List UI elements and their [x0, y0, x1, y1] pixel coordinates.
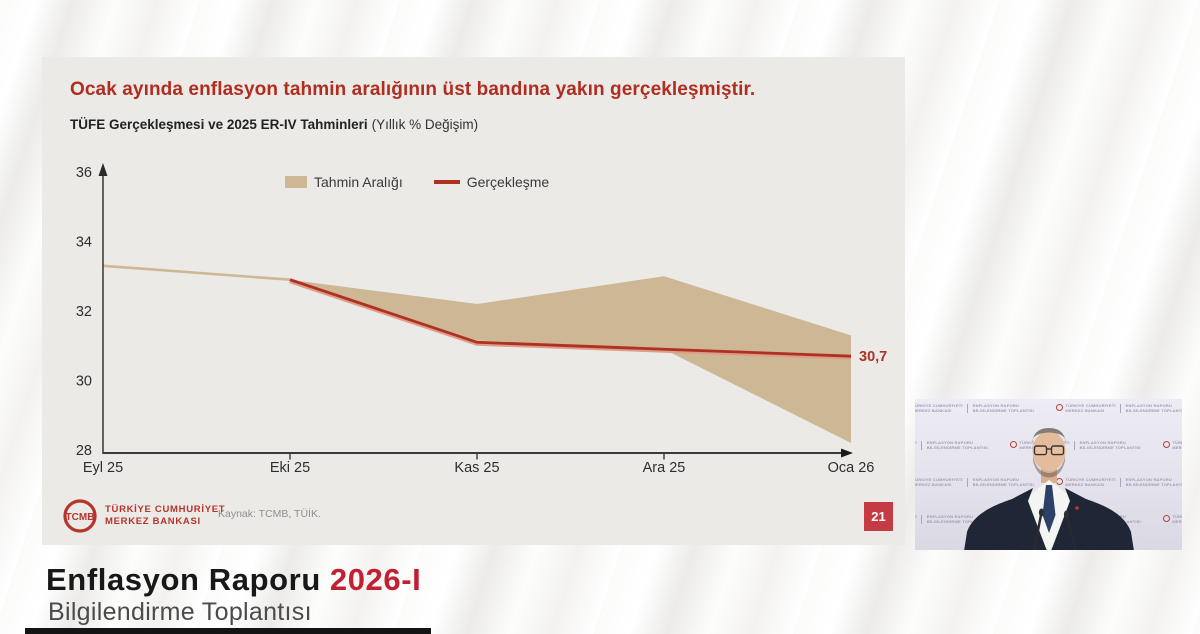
tcmb-logo-line1: TÜRKİYE CUMHURİYET	[105, 503, 226, 515]
chart-subtitle: TÜFE Gerçekleşmesi ve 2025 ER-IV Tahminl…	[70, 117, 478, 132]
x-axis-label: Eyl 25	[83, 460, 123, 476]
speaker-glasses	[1033, 445, 1064, 456]
x-axis-label: Ara 25	[643, 460, 686, 476]
x-axis-label: Kas 25	[454, 460, 499, 476]
lapel-pin	[1074, 506, 1079, 510]
tcmb-logo-text: TÜRKİYE CUMHURİYET MERKEZ BANKASI	[105, 504, 225, 529]
source-note: Kaynak: TCMB, TÜİK.	[218, 508, 321, 520]
y-axis-tick: 28	[76, 443, 92, 459]
speaker-beard	[1032, 456, 1065, 478]
x-axis-label: Eki 25	[270, 460, 310, 476]
chart-subtitle-bold: TÜFE Gerçekleşmesi ve 2025 ER-IV Tahminl…	[70, 117, 368, 132]
banner-title: Enflasyon Raporu 2026-I	[46, 562, 421, 598]
banner-title-red: 2026-I	[329, 562, 422, 597]
speaker-figure	[963, 428, 1134, 550]
tcmb-emblem-icon: TCMB	[63, 499, 97, 533]
slide-card: Ocak ayında enflasyon tahmin aralığının …	[42, 57, 905, 545]
tcmb-logo: TCMB TÜRKİYE CUMHURİYET MERKEZ BANKASI	[62, 498, 225, 534]
speaker-suit-left	[963, 488, 1047, 550]
speaker-video-inset: TÜRKİYE CUMHURİYETİ MERKEZ BANKASI ENFLASY…	[915, 399, 1182, 550]
chart-subtitle-units: (Yıllık % Değişim)	[371, 117, 479, 132]
banner-title-black: Enflasyon Raporu	[46, 562, 321, 597]
y-axis-tick: 36	[76, 165, 92, 181]
legend-label-band: Tahmin Aralığı	[314, 174, 403, 190]
legend-label-line: Gerçekleşme	[466, 174, 550, 190]
banner-subtitle: Bilgilendirme Toplantısı	[48, 598, 312, 626]
speaker-hair	[1031, 428, 1066, 446]
chart-legend: Tahmin Aralığı Gerçekleşme	[285, 174, 549, 190]
tcmb-logo-line2: MERKEZ BANKASI	[105, 516, 201, 527]
slide-title: Ocak ayında enflasyon tahmin aralığının …	[70, 79, 756, 100]
lower-third-bar	[25, 628, 431, 634]
realization-line-swatch	[433, 180, 460, 184]
microphones-icon	[1032, 508, 1077, 550]
y-axis-tick: 34	[76, 235, 92, 251]
tcmb-mini-logo-icon	[1009, 441, 1017, 448]
y-axis-tick: 32	[76, 304, 92, 320]
end-value-label: 30,7	[859, 349, 887, 365]
forecast-band-swatch	[285, 176, 307, 188]
page-number-badge: 21	[864, 502, 893, 531]
realization-line	[289, 278, 852, 358]
tcmb-mini-logo-icon	[1162, 441, 1170, 448]
tcmb-mini-logo-icon	[1162, 515, 1170, 522]
tcmb-mini-logo-icon	[1055, 404, 1063, 411]
svg-text:TCMB: TCMB	[66, 512, 95, 523]
speaker-head	[1032, 431, 1065, 471]
speaker-tie	[1042, 485, 1055, 533]
y-axis-tick: 30	[76, 374, 92, 390]
x-axis-label: Oca 26	[828, 460, 875, 476]
forecast-band	[103, 265, 851, 444]
